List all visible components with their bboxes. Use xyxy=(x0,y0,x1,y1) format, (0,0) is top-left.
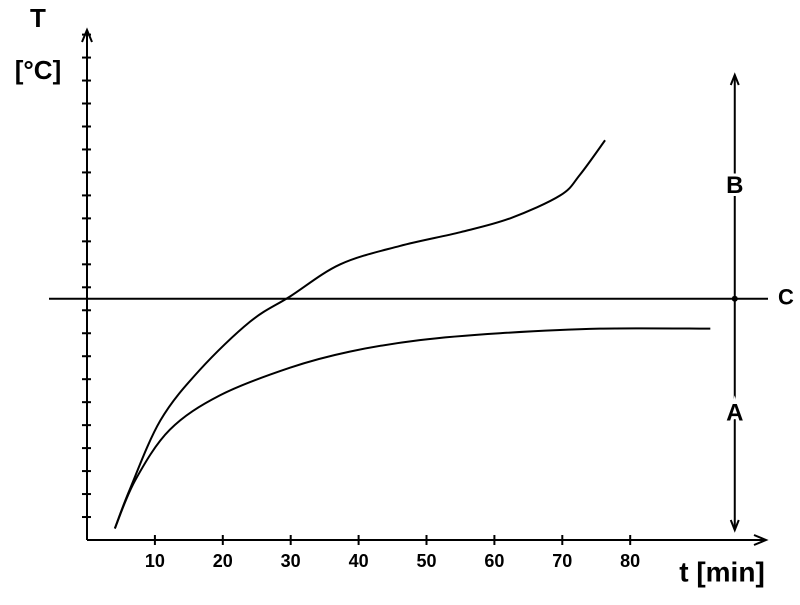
curve xyxy=(113,139,606,529)
y-label: T xyxy=(30,3,46,33)
y-label: [°C] xyxy=(15,55,62,85)
x-tick-label: 20 xyxy=(213,551,233,571)
range-arrow xyxy=(729,72,740,533)
x-tick-label: 60 xyxy=(484,551,504,571)
range-label: A xyxy=(726,400,743,427)
x-label: t [min] xyxy=(679,556,765,587)
x-tick-label: 30 xyxy=(281,551,301,571)
range-label: B xyxy=(726,172,743,199)
curve xyxy=(113,327,711,529)
x-tick-label: 10 xyxy=(145,551,165,571)
x-tick-label: 40 xyxy=(349,551,369,571)
y-axis-arrow xyxy=(81,27,93,43)
x-tick-label: 50 xyxy=(416,551,436,571)
reference-label: C xyxy=(778,285,794,310)
x-axis-arrow xyxy=(753,534,769,546)
x-tick-label: 80 xyxy=(620,551,640,571)
range-dot xyxy=(731,295,738,302)
x-tick-label: 70 xyxy=(552,551,572,571)
